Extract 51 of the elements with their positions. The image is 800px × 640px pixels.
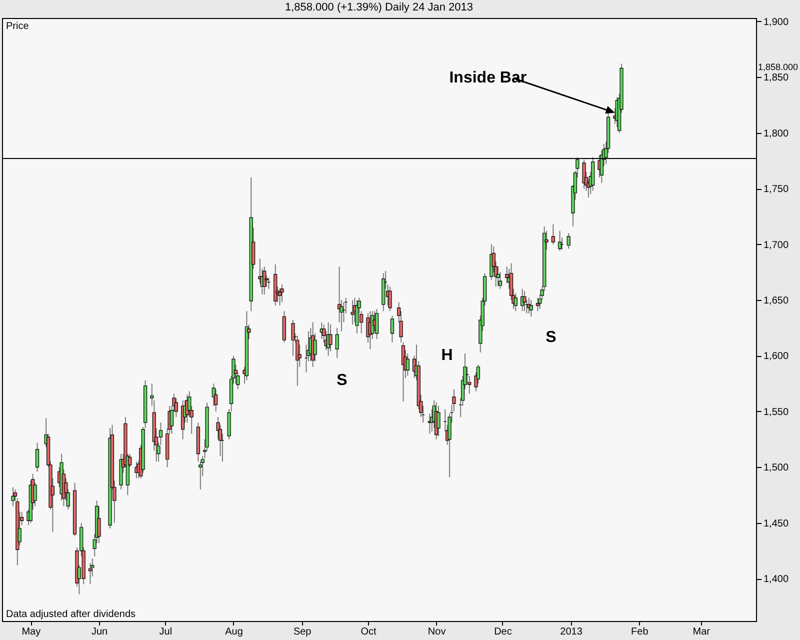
y-axis-title: Price [6, 21, 30, 32]
candlestick [88, 562, 92, 585]
y-tick-label: 1,700 [764, 240, 789, 251]
x-tick-label: Feb [631, 626, 649, 638]
x-tick-label: Jun [91, 626, 108, 638]
x-tick-label: Oct [360, 626, 376, 638]
candlestick [11, 486, 15, 507]
x-tick-label: 2013 [560, 626, 583, 638]
candlestick [282, 310, 286, 343]
y-tick-label: 1,750 [764, 184, 789, 196]
y-tick-label: 1,650 [764, 295, 789, 306]
x-tick-label: May [22, 626, 41, 638]
candlestick [264, 274, 268, 288]
annotation: S [336, 372, 348, 389]
candlestick [335, 327, 339, 358]
candlestick [280, 284, 284, 303]
candlestick [406, 352, 410, 376]
y-tick-label: 1,500 [764, 462, 789, 474]
y-tick-label: 1,550 [764, 406, 789, 418]
candlestick [522, 290, 526, 312]
annotation: Data adjusted after dividends [6, 609, 136, 620]
y-tick-label: 1,600 [764, 351, 789, 362]
candlestick [529, 299, 533, 318]
x-tick-label: Aug [225, 626, 243, 638]
candlestick [436, 405, 440, 436]
x-tick-label: Sep [293, 626, 312, 638]
candlestick [514, 292, 518, 312]
x-tick-label: Jul [159, 626, 172, 638]
y-tick-label: 1,800 [764, 128, 789, 140]
candlestick [558, 230, 562, 252]
annotation: H [441, 347, 453, 364]
candlestick [566, 232, 570, 250]
candlestick [262, 266, 266, 295]
x-tick-label: Mar [692, 626, 711, 638]
candlestick [388, 286, 392, 312]
candlestick [328, 324, 332, 352]
x-tick-label: Nov [428, 626, 446, 638]
annotation: Inside Bar [449, 70, 527, 87]
chart-title: 1,858.000 (+1.39%) Daily 24 Jan 2013 [284, 1, 474, 14]
candlestick [390, 315, 394, 343]
annotation: S [546, 329, 557, 346]
x-tick-label: Dec [494, 626, 512, 638]
y-tick-label: 1,850 [764, 72, 789, 84]
candlestick [551, 224, 555, 245]
y-tick-label: 1,450 [764, 518, 789, 530]
text: 1,858.000 [758, 62, 798, 72]
candlestick [536, 297, 540, 312]
candlestick [374, 308, 379, 340]
y-tick-label: 1,400 [764, 574, 789, 586]
y-tick-label: 1,900 [764, 16, 789, 28]
candlestick [35, 442, 40, 472]
